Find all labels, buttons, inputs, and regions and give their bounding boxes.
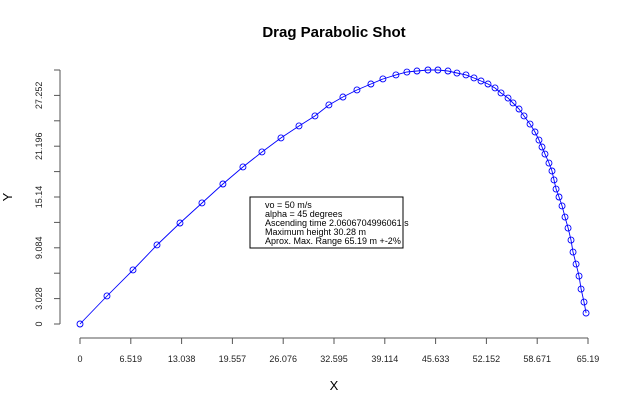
data-point-marker	[277, 134, 285, 142]
data-point-marker	[353, 86, 361, 94]
x-tick-label: 32.595	[320, 354, 348, 364]
data-point-marker	[76, 320, 84, 328]
data-point-marker	[564, 224, 572, 232]
data-point-marker	[545, 159, 553, 167]
data-point-marker	[577, 285, 585, 293]
data-point-marker	[239, 163, 247, 171]
data-point-marker	[541, 150, 549, 158]
x-tick-label: 6.519	[120, 354, 143, 364]
data-point-marker	[567, 236, 575, 244]
data-point-marker	[552, 185, 560, 193]
legend-line: alpha = 45 degrees	[265, 209, 343, 219]
data-point-marker	[582, 309, 590, 317]
data-point-marker	[515, 105, 523, 113]
data-point-marker	[531, 128, 539, 136]
x-tick-label: 52.152	[473, 354, 501, 364]
y-tick-label: 21.196	[34, 132, 44, 160]
x-axis: 0 6.519 13.038 19.557 26.076 32.595 39.114 45.6…	[77, 337, 600, 364]
data-point-marker	[497, 89, 505, 97]
data-point-marker	[325, 101, 333, 109]
data-point-marker	[367, 80, 375, 88]
y-tick-label: 9.084	[34, 237, 44, 260]
data-point-marker	[484, 80, 492, 88]
data-point-marker	[153, 241, 161, 249]
data-point-marker	[572, 260, 580, 268]
data-point-marker	[434, 66, 442, 74]
x-tick-label: 65.19	[577, 354, 600, 364]
data-point-marker	[477, 77, 485, 85]
data-point-marker	[379, 75, 387, 83]
data-point-marker	[339, 93, 347, 101]
data-point-marker	[535, 136, 543, 144]
data-point-marker	[176, 219, 184, 227]
legend-line: Aprox. Max. Range 65.19 m +-2%	[265, 236, 401, 246]
data-point-marker	[509, 99, 517, 107]
legend-line: Maximum height 30.28 m	[265, 227, 366, 237]
data-point-marker	[504, 94, 512, 102]
data-point-marker	[129, 266, 137, 274]
data-point-marker	[491, 84, 499, 92]
data-point-marker	[392, 71, 400, 79]
data-point-marker	[538, 143, 546, 151]
trajectory-series	[76, 66, 590, 328]
x-tick-label: 26.076	[269, 354, 297, 364]
data-point-marker	[413, 67, 421, 75]
data-point-marker	[198, 199, 206, 207]
data-point-marker	[453, 69, 461, 77]
data-point-marker	[470, 74, 478, 82]
x-tick-label: 39.114	[371, 354, 398, 364]
x-axis-label: X	[330, 378, 339, 393]
data-point-marker	[580, 298, 588, 306]
data-point-marker	[526, 120, 534, 128]
data-point-marker	[424, 66, 432, 74]
data-point-marker	[258, 148, 266, 156]
x-tick-label: 13.038	[168, 354, 196, 364]
data-point-marker	[219, 180, 227, 188]
data-point-marker	[575, 272, 583, 280]
chart-title: Drag Parabolic Shot	[262, 24, 405, 41]
data-point-marker	[403, 68, 411, 76]
data-point-marker	[103, 292, 111, 300]
data-point-marker	[561, 213, 569, 221]
data-point-marker	[569, 248, 577, 256]
data-point-marker	[462, 71, 470, 79]
x-tick-label: 58.671	[523, 354, 551, 364]
legend-line: vo = 50 m/s	[265, 200, 312, 210]
trajectory-line	[79, 69, 587, 325]
data-point-marker	[548, 167, 556, 175]
y-axis-label: Y	[0, 192, 15, 201]
data-point-marker	[311, 112, 319, 120]
data-point-marker	[550, 176, 558, 184]
y-tick-label: 0	[34, 321, 44, 326]
y-tick-label: 3.028	[34, 287, 44, 310]
x-tick-label: 0	[77, 354, 82, 364]
x-tick-label: 45.633	[422, 354, 450, 364]
x-tick-label: 19.557	[219, 354, 247, 364]
data-point-marker	[444, 67, 452, 75]
data-point-marker	[295, 122, 303, 130]
data-point-marker	[520, 112, 528, 120]
legend-line: Ascending time 2.0606704996061 s	[265, 218, 409, 228]
y-tick-label: 27.252	[34, 82, 44, 110]
y-axis: 0 3.028 9.084 15.14 21.196 27.252	[34, 69, 61, 327]
data-point-marker	[558, 202, 566, 210]
y-tick-label: 15.14	[34, 186, 44, 209]
data-point-marker	[555, 193, 563, 201]
